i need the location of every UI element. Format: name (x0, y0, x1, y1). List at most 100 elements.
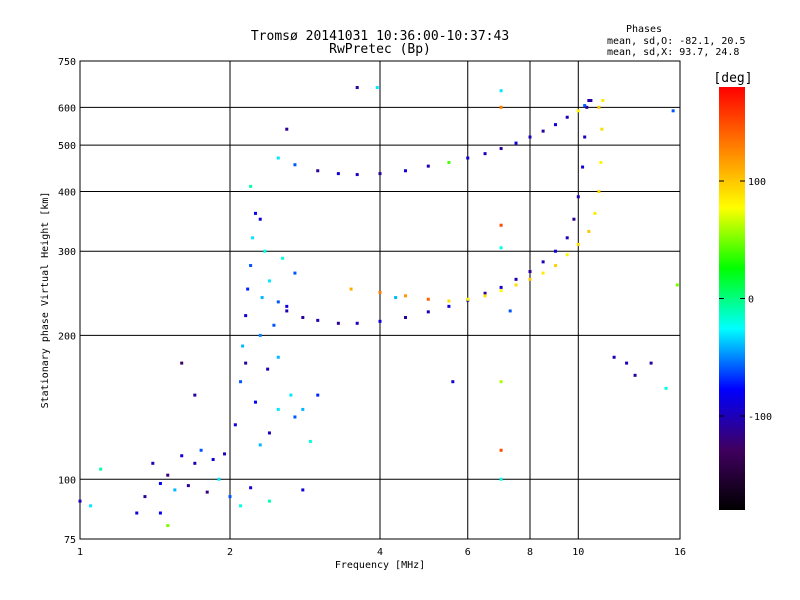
data-point (253, 211, 257, 215)
data-point (244, 361, 248, 365)
data-point (541, 260, 545, 264)
data-point (483, 294, 487, 298)
data-point (241, 344, 245, 348)
data-point (572, 217, 576, 221)
x-tick-label: 10 (572, 547, 584, 558)
data-point (276, 355, 280, 359)
data-point (316, 318, 320, 322)
data-point (565, 253, 569, 257)
data-point (403, 294, 407, 298)
scatter-points (78, 86, 679, 528)
stats-line-o: mean, sd,O: -82.1, 20.5 (607, 36, 745, 47)
data-point (499, 223, 503, 227)
data-point (260, 296, 264, 300)
data-point (267, 279, 271, 283)
data-point (272, 323, 276, 327)
colorbar-tick-label: 100 (748, 177, 766, 188)
data-point (249, 264, 253, 268)
data-point (228, 495, 232, 499)
data-point (597, 105, 601, 109)
data-point (349, 287, 353, 291)
data-point (447, 299, 451, 303)
data-point (426, 164, 430, 168)
data-point (565, 115, 569, 119)
y-tick-label: 400 (58, 187, 76, 198)
data-point (403, 169, 407, 173)
data-point (447, 160, 451, 164)
data-point (499, 105, 503, 109)
data-point (158, 481, 162, 485)
y-tick-label: 500 (58, 141, 76, 152)
data-point (186, 484, 190, 488)
data-point (426, 297, 430, 301)
data-point (599, 160, 603, 164)
data-point (553, 264, 557, 268)
data-point (528, 135, 532, 139)
colorbar-tick-label: -100 (748, 412, 772, 423)
y-tick-label: 100 (58, 475, 76, 486)
data-point (293, 271, 297, 275)
data-point (633, 373, 637, 377)
stats-line-x: mean, sd,X: 93.7, 24.8 (607, 47, 739, 58)
data-point (308, 439, 312, 443)
data-point (499, 147, 503, 151)
data-point (378, 319, 382, 323)
x-tick-label: 16 (674, 547, 686, 558)
data-point (601, 99, 605, 103)
data-point (514, 141, 518, 145)
data-point (541, 271, 545, 275)
x-tick-label: 2 (227, 547, 233, 558)
data-point (205, 490, 209, 494)
data-point (267, 499, 271, 503)
data-point (664, 386, 668, 390)
data-point (180, 454, 184, 458)
data-point (316, 169, 320, 173)
data-point (600, 127, 604, 131)
data-point (466, 156, 470, 160)
data-point (239, 504, 243, 508)
data-point (576, 242, 580, 246)
data-point (193, 461, 197, 465)
colorbar-tick-label: 0 (748, 295, 754, 306)
y-tick-label: 200 (58, 331, 76, 342)
data-point (276, 300, 280, 304)
x-tick-label: 8 (527, 547, 533, 558)
colorbar-label: [deg] (713, 71, 752, 86)
data-point (671, 109, 675, 113)
data-point (553, 123, 557, 127)
data-point (78, 499, 82, 503)
data-point (251, 236, 255, 240)
chart-title: Tromsø 20141031 10:36:00-10:37:43 (251, 29, 509, 44)
data-point (166, 524, 170, 528)
data-point (675, 283, 679, 287)
data-point (316, 393, 320, 397)
data-point (587, 229, 591, 233)
data-point (499, 89, 503, 93)
data-point (355, 86, 359, 90)
data-point (158, 511, 162, 515)
colorbar-ticks: 100 0 -100 (719, 177, 772, 423)
data-point (246, 287, 250, 291)
data-point (576, 109, 580, 113)
y-tick-label: 600 (58, 103, 76, 114)
data-point (426, 310, 430, 314)
data-point (151, 461, 155, 465)
data-point (249, 486, 253, 490)
data-point (217, 477, 221, 481)
data-point (583, 135, 587, 139)
data-point (135, 511, 139, 515)
y-axis-label: Stationary phase Virtual Height [km] (40, 192, 51, 409)
data-point (173, 488, 177, 492)
data-point (378, 290, 382, 294)
data-point (285, 304, 289, 308)
data-point (553, 249, 557, 253)
data-point (589, 99, 593, 103)
data-point (583, 104, 587, 108)
y-tick-label: 75 (64, 535, 76, 546)
data-point (336, 321, 340, 325)
data-point (528, 270, 532, 274)
data-point (499, 477, 503, 481)
data-point (301, 315, 305, 319)
data-point (223, 452, 227, 456)
x-axis-label: Frequency [MHz] (335, 560, 425, 571)
